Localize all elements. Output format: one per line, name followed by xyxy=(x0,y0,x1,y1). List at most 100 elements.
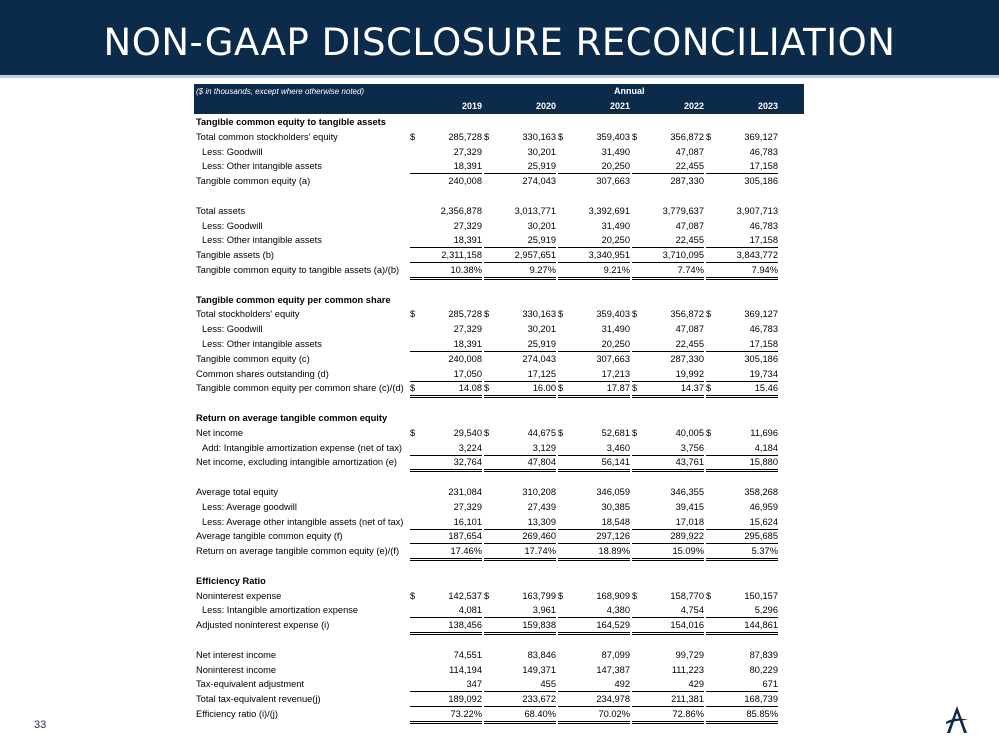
cell-value: 18,391 xyxy=(453,235,482,246)
value-cell: 289,922 xyxy=(632,529,704,545)
cell-value: 20,250 xyxy=(601,339,630,349)
value-cell: 39,415 xyxy=(632,500,704,514)
value-cell: 240,008 xyxy=(410,352,482,366)
value-cell: 27,329 xyxy=(410,322,482,336)
cell-value: 30,201 xyxy=(527,220,556,231)
cell-value: 17,158 xyxy=(749,235,778,246)
value-cell: 17,158 xyxy=(706,337,778,352)
currency-symbol: $ xyxy=(632,309,638,320)
row-label: Adjusted noninterest expense (i) xyxy=(196,620,330,631)
cell-value: 346,059 xyxy=(596,487,630,497)
cell-value: 32,764 xyxy=(453,457,482,468)
value-cell: 297,126 xyxy=(558,529,630,545)
cell-value: 17,125 xyxy=(527,368,556,379)
cell-value: 68.40% xyxy=(524,709,556,719)
value-cell: 3,460 xyxy=(558,441,630,456)
value-cell: 234,978 xyxy=(558,692,630,708)
cell-value: 307,663 xyxy=(596,176,630,187)
year-header: 2020 xyxy=(535,101,556,111)
currency-symbol: $ xyxy=(410,131,416,142)
cell-value: 492 xyxy=(614,679,630,690)
value-cell: 17,050 xyxy=(410,367,482,382)
value-cell: 20,250 xyxy=(558,159,630,175)
cell-value: 144,861 xyxy=(744,620,778,631)
cell-value: 9.27% xyxy=(529,265,556,275)
page-title: NON-GAAP DISCLOSURE RECONCILIATION xyxy=(103,21,896,64)
value-cell: 18.89% xyxy=(558,544,630,562)
value-cell: 27,329 xyxy=(410,219,482,233)
value-cell: 72.86% xyxy=(632,707,704,724)
table-row: Noninterest income 114,194 149,371 147,387 1… xyxy=(194,663,804,678)
value-cell: 30,201 xyxy=(484,322,556,336)
currency-symbol: $ xyxy=(706,131,712,142)
currency-symbol: $ xyxy=(632,383,638,394)
value-cell: 80,229 xyxy=(706,663,778,677)
cell-value: 295,685 xyxy=(744,531,778,542)
title-banner: NON-GAAP DISCLOSURE RECONCILIATION xyxy=(0,0,999,75)
cell-value: 25,919 xyxy=(527,161,556,172)
value-cell: 3,340,951 xyxy=(558,248,630,264)
cell-value: 7.94% xyxy=(751,265,778,275)
value-cell: 305,186 xyxy=(706,174,778,188)
cell-value: 18,391 xyxy=(453,339,482,349)
value-cell: 43,761 xyxy=(632,455,704,473)
value-cell: 16,101 xyxy=(410,515,482,530)
cell-value: 358,268 xyxy=(744,487,778,497)
value-cell: 46,783 xyxy=(706,219,778,233)
value-cell: 274,043 xyxy=(484,174,556,188)
cell-value: 27,329 xyxy=(453,324,482,335)
value-cell: $15.46 xyxy=(706,381,778,399)
value-cell: 164,529 xyxy=(558,618,630,636)
currency-symbol: $ xyxy=(410,427,416,438)
currency-symbol: $ xyxy=(410,383,416,394)
value-cell: 83,846 xyxy=(484,648,556,662)
cell-value: 72.86% xyxy=(672,709,704,719)
cell-value: 158,770 xyxy=(670,590,704,601)
cell-value: 39,415 xyxy=(675,501,704,512)
value-cell: $285,728 xyxy=(410,130,482,144)
row-label: Noninterest income xyxy=(196,664,277,675)
value-cell: 17.46% xyxy=(410,544,482,562)
table-row: Net interest income 74,551 83,846 87,099 99,… xyxy=(194,648,804,663)
cell-value: 13,309 xyxy=(527,516,556,527)
value-cell: 287,330 xyxy=(632,352,704,366)
table-row: Tangible assets (b) 2,311,158 2,957,651 3,3… xyxy=(194,248,804,264)
cell-value: 70.02% xyxy=(598,709,630,719)
cell-value: 2,311,158 xyxy=(441,250,482,261)
value-cell: 46,783 xyxy=(706,145,778,159)
value-cell: 149,371 xyxy=(484,663,556,677)
table-row: Common shares outstanding (d) 17,050 17,12… xyxy=(194,367,804,382)
cell-value: 3,907,713 xyxy=(736,205,778,216)
value-cell: 22,455 xyxy=(632,159,704,175)
cell-value: 17,213 xyxy=(601,368,630,379)
value-cell: 47,087 xyxy=(632,322,704,336)
currency-symbol: $ xyxy=(484,309,490,320)
value-cell: $359,403 xyxy=(558,307,630,321)
row-label: Less: Other intangible assets xyxy=(202,235,322,246)
value-cell: 3,013,771 xyxy=(484,204,556,218)
cell-value: 163,799 xyxy=(522,590,556,601)
spacer-row xyxy=(194,633,804,648)
cell-value: 25,919 xyxy=(527,235,556,246)
table-row: Less: Average goodwill 27,329 27,439 30,385… xyxy=(194,500,804,515)
cell-value: 27,329 xyxy=(453,146,482,157)
row-label: Total assets xyxy=(196,205,246,216)
value-cell: 30,385 xyxy=(558,500,630,514)
value-cell: 168,739 xyxy=(706,692,778,708)
value-cell: 9.21% xyxy=(558,263,630,280)
currency-symbol: $ xyxy=(558,590,564,601)
table-row: Average total equity 231,084 310,208 346,05… xyxy=(194,485,804,500)
value-cell: 3,129 xyxy=(484,441,556,456)
cell-value: 14.37 xyxy=(680,383,704,394)
cell-value: 10.38% xyxy=(450,265,482,275)
value-cell: 492 xyxy=(558,677,630,693)
value-cell: 18,391 xyxy=(410,337,482,352)
value-cell: 307,663 xyxy=(558,352,630,366)
currency-symbol: $ xyxy=(558,131,564,142)
cell-value: 7.74% xyxy=(677,265,704,275)
value-cell: 15.09% xyxy=(632,544,704,562)
value-cell: 358,268 xyxy=(706,485,778,499)
value-cell: 429 xyxy=(632,677,704,693)
value-cell: 22,455 xyxy=(632,337,704,352)
value-cell: $17.87 xyxy=(558,381,630,399)
